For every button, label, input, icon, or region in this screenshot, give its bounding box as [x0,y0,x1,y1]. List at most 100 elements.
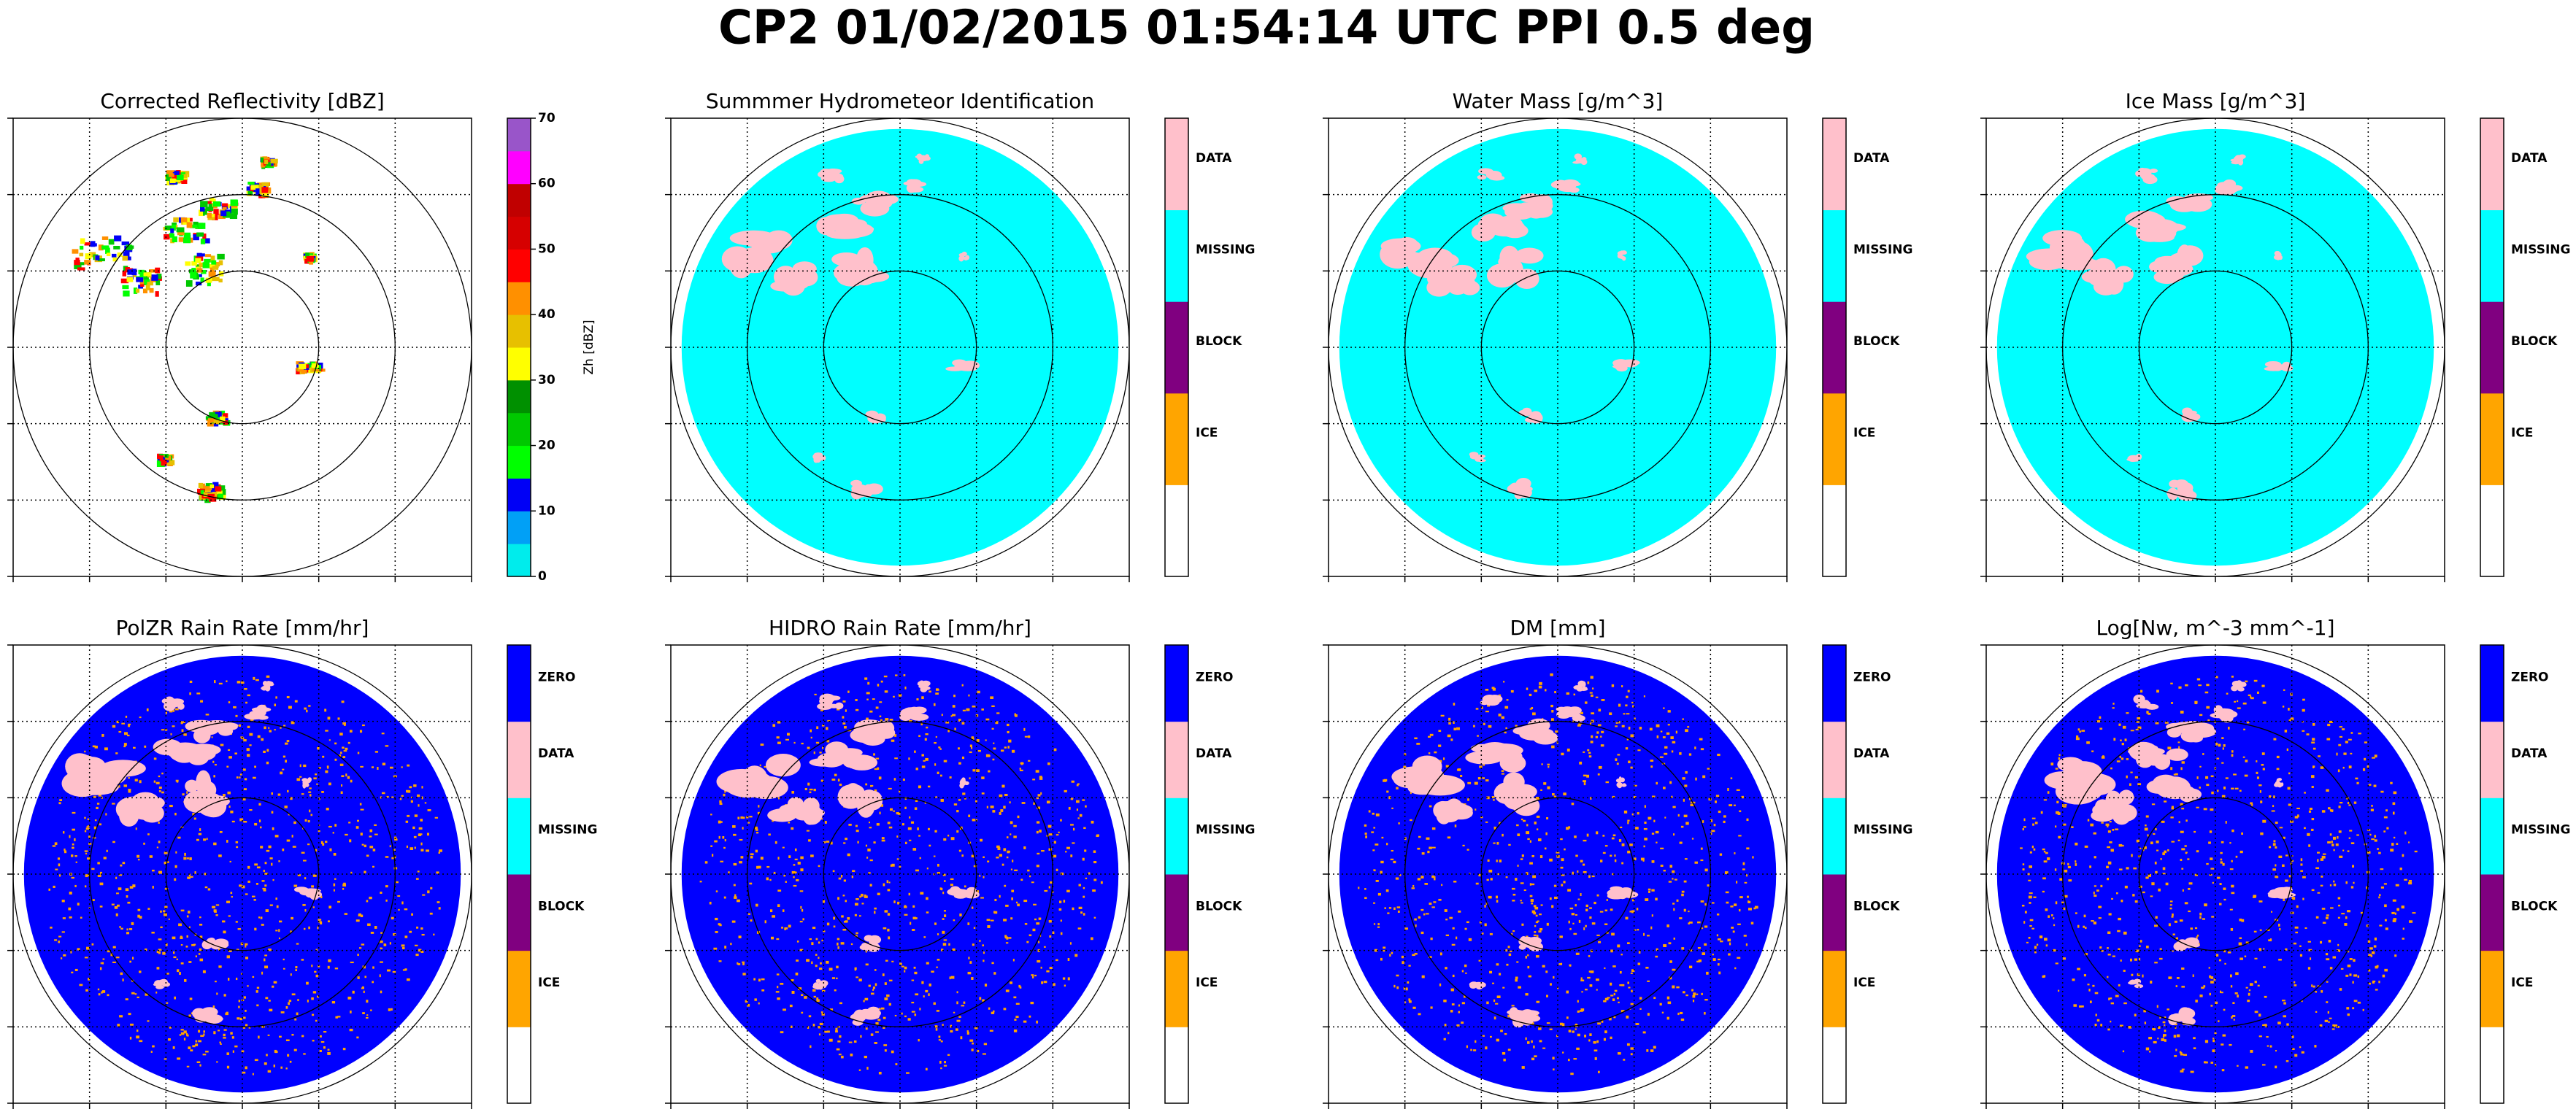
speckle [1593,1049,1598,1052]
speckle [1596,978,1599,981]
speckle [1711,830,1715,833]
speckle [1725,891,1729,894]
speckle [1599,911,1604,913]
speckle [2199,765,2202,768]
cell [1524,417,1539,423]
speckle [1489,932,1493,935]
speckle [269,904,273,906]
speckle [1575,914,1578,916]
speckle [1630,972,1633,974]
speckle [64,848,66,851]
speckle [1626,1043,1630,1046]
speckle [101,962,104,965]
speckle [269,857,273,860]
cell [210,214,215,217]
speckle [1669,960,1672,963]
speckle [132,884,136,888]
speckle [84,850,88,852]
speckle [325,841,328,843]
speckle [392,970,396,973]
speckle [2304,827,2306,830]
speckle [1489,1035,1492,1038]
panel: Log[Nw, m^-3 mm^-1]ICEBLOCKMISSINGDATAZE… [1980,616,2570,1109]
cell [142,288,148,294]
speckle [320,1035,322,1038]
speckle [1428,752,1431,754]
cell [183,232,191,239]
speckle [2311,889,2315,892]
speckle [1445,934,1450,937]
speckle [226,1052,229,1055]
speckle [1673,833,1675,836]
colorbar-segment [507,249,531,282]
speckle [288,1000,292,1003]
speckle [2094,1023,2097,1027]
speckle [2374,937,2377,941]
speckle [1712,958,1716,961]
speckle [309,809,311,813]
speckle [1477,777,1481,780]
colorbar-category-label: MISSING [1853,823,1912,838]
speckle [777,857,780,860]
speckle [261,738,264,741]
cell [200,238,206,244]
speckle [2245,941,2249,945]
speckle [868,822,871,824]
speckle [2121,743,2124,746]
speckle [742,816,745,819]
speckle [283,725,286,727]
cell [1477,174,1487,180]
speckle [245,957,249,959]
speckle [2348,837,2351,839]
cell [106,252,111,257]
speckle [749,882,753,885]
speckle [2334,1024,2338,1027]
speckle [266,749,269,752]
speckle [2368,784,2372,786]
speckle [2175,937,2179,940]
speckle [831,779,836,781]
cell [90,243,97,247]
cell [1391,766,1443,787]
cell [312,363,319,368]
speckle [72,811,76,814]
speckle [1531,1057,1535,1061]
cell [750,776,785,792]
cell [813,457,819,463]
cell [84,260,91,265]
speckle [391,796,394,798]
speckle [1660,730,1663,733]
speckle [2204,903,2207,907]
speckle [231,820,235,823]
speckle [826,1030,830,1033]
speckle [1502,1051,1506,1055]
speckle [1563,792,1566,796]
speckle [2315,867,2320,869]
speckle [196,838,199,841]
speckle [158,790,161,792]
speckle [2385,809,2388,812]
speckle [226,840,228,843]
speckle [739,838,743,841]
speckle [948,943,950,946]
speckle [1505,727,1507,730]
cell [1561,706,1574,712]
speckle [1060,932,1063,935]
speckle [438,907,441,910]
speckle [1391,951,1393,954]
speckle [268,727,270,729]
speckle [165,728,168,731]
speckle [1039,776,1043,780]
cell [200,490,204,495]
cell [953,889,969,895]
speckle [2105,823,2110,826]
speckle [981,708,984,711]
speckle [366,1016,369,1019]
speckle [845,920,848,923]
speckle [2080,1005,2084,1008]
speckle [1032,976,1034,978]
speckle [2346,1007,2350,1010]
speckle [2272,843,2276,846]
cell [2026,248,2076,265]
speckle [742,961,745,963]
